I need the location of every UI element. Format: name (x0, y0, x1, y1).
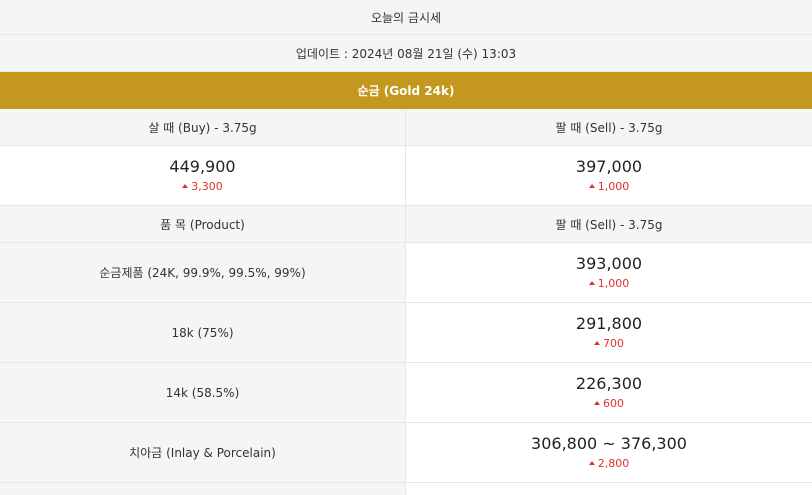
buy-change-value: 3,300 (191, 180, 223, 193)
product-change-value: 600 (603, 397, 624, 410)
buy-change: 3,300 (182, 179, 223, 194)
product-change-value: 700 (603, 337, 624, 350)
title-bar: 오늘의 금시세 (0, 0, 812, 35)
sell-label-cell: 팔 때 (Sell) - 3.75g (406, 109, 812, 145)
product-change: 2,800 (588, 456, 630, 471)
product-price: 291,800 (575, 314, 643, 333)
sell-change: 1,000 (588, 179, 630, 194)
triangle-up-icon (182, 184, 189, 188)
update-timestamp: 업데이트 : 2024년 08월 21일 (수) 13:03 (295, 46, 517, 61)
gold-price-header-row: 살 때 (Buy) - 3.75g 팔 때 (Sell) - 3.75g (0, 109, 812, 146)
product-change-value: 2,800 (597, 457, 630, 470)
product-change: 700 (594, 336, 624, 351)
gold-section-title: 순금 (Gold 24k) (357, 84, 455, 98)
product-name: 순금제품 (24K, 99.9%, 99.5%, 99%) (99, 266, 306, 280)
buy-label-cell: 살 때 (Buy) - 3.75g (0, 109, 406, 145)
product-price-cell: 306,800 ~ 376,300 2,800 (406, 423, 812, 482)
product-name-cell: 18k (75%) (0, 303, 406, 362)
product-name: 14k (58.5%) (165, 385, 240, 400)
buy-price: 449,900 (169, 157, 236, 176)
product-name: 18k (75%) (171, 325, 234, 340)
triangle-up-icon (594, 341, 600, 345)
product-name-cell: 치아금 (Inlay & Porcelain) (0, 423, 406, 482)
sell-price-cell: 397,000 1,000 (406, 146, 812, 205)
table-row: 18k (75%) 291,800 700 (0, 303, 812, 363)
product-name-cell-partial (0, 483, 406, 495)
products-header-row: 품 목 (Product) 팔 때 (Sell) - 3.75g (0, 206, 812, 243)
table-row-partial (0, 483, 812, 495)
product-sell-column-label: 팔 때 (Sell) - 3.75g (555, 217, 663, 232)
product-sell-label-cell: 팔 때 (Sell) - 3.75g (406, 206, 812, 242)
triangle-up-icon (588, 184, 595, 188)
triangle-up-icon (594, 401, 600, 405)
product-name-cell: 14k (58.5%) (0, 363, 406, 422)
triangle-up-icon (588, 281, 595, 285)
product-change: 600 (594, 396, 624, 411)
product-name: 치아금 (Inlay & Porcelain) (129, 446, 276, 460)
product-price: 226,300 (575, 374, 643, 393)
product-price-cell: 226,300 600 (406, 363, 812, 422)
product-column-label: 품 목 (Product) (160, 217, 245, 232)
sell-label: 팔 때 (Sell) - 3.75g (555, 120, 663, 135)
table-row: 치아금 (Inlay & Porcelain) 306,800 ~ 376,30… (0, 423, 812, 483)
product-change: 1,000 (588, 276, 630, 291)
page-title: 오늘의 금시세 (370, 10, 442, 25)
product-price-cell: 393,000 1,000 (406, 243, 812, 302)
table-row: 순금제품 (24K, 99.9%, 99.5%, 99%) 393,000 1,… (0, 243, 812, 303)
buy-label: 살 때 (Buy) - 3.75g (148, 120, 257, 135)
product-label-cell: 품 목 (Product) (0, 206, 406, 242)
product-price: 393,000 (575, 254, 643, 273)
buy-price-cell: 449,900 3,300 (0, 146, 406, 205)
sell-change-value: 1,000 (597, 180, 630, 193)
table-row: 14k (58.5%) 226,300 600 (0, 363, 812, 423)
update-bar: 업데이트 : 2024년 08월 21일 (수) 13:03 (0, 35, 812, 72)
gold-price-row: 449,900 3,300 397,000 1,000 (0, 146, 812, 206)
product-price-cell: 291,800 700 (406, 303, 812, 362)
product-price-cell-partial (406, 483, 812, 495)
product-name-cell: 순금제품 (24K, 99.9%, 99.5%, 99%) (0, 243, 406, 302)
sell-price: 397,000 (575, 157, 643, 176)
gold-section-header: 순금 (Gold 24k) (0, 72, 812, 109)
product-change-value: 1,000 (597, 277, 630, 290)
triangle-up-icon (588, 461, 595, 465)
product-price: 306,800 ~ 376,300 (531, 434, 687, 453)
